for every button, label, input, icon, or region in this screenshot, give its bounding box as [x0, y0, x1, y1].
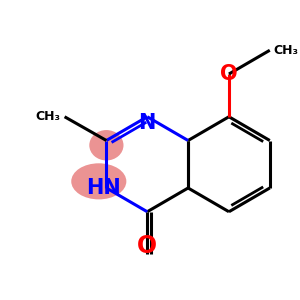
Ellipse shape	[71, 163, 126, 200]
Text: HN: HN	[86, 178, 121, 198]
Text: CH₃: CH₃	[36, 110, 61, 123]
Text: N: N	[139, 113, 156, 133]
Text: O: O	[220, 64, 238, 84]
Text: O: O	[137, 234, 157, 258]
Ellipse shape	[89, 130, 124, 160]
Text: CH₃: CH₃	[274, 44, 298, 57]
